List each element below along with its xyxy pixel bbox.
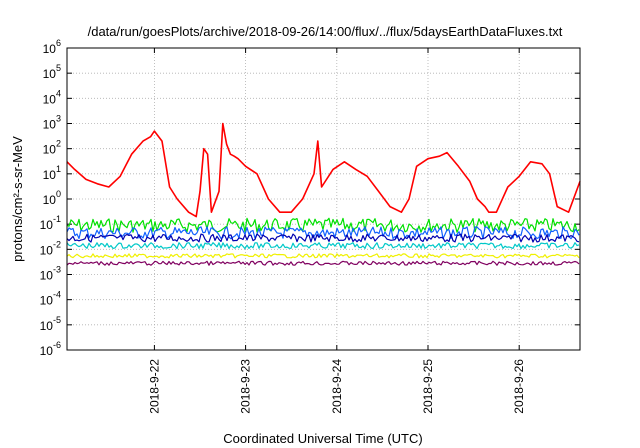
y-tick-label: 10-5 [40, 315, 61, 333]
series-line-3 [66, 226, 580, 240]
y-tick-label: 104 [43, 88, 61, 106]
grid [67, 48, 580, 350]
chart-title: /data/run/goesPlots/archive/2018-09-26/1… [88, 24, 563, 39]
series-line-5 [66, 242, 580, 250]
x-axis-label: Coordinated Universal Time (UTC) [223, 431, 422, 446]
series-group [66, 122, 581, 266]
y-tick-label: 10-3 [40, 265, 61, 283]
plot-frame [66, 47, 581, 351]
y-tick-label: 10-2 [40, 239, 61, 257]
y-axis: 10-6 10-5 10-4 10-3 10-2 10-1 100 101 102 103 104 1… [40, 38, 580, 358]
y-tick-label: 106 [43, 38, 61, 56]
x-tick-label: 2018-9-22 [147, 359, 161, 414]
y-tick-label: 10-6 [40, 340, 61, 358]
series-line-1 [66, 122, 581, 218]
x-tick-label: 2018-9-25 [421, 359, 435, 414]
y-tick-label: 101 [43, 164, 61, 182]
x-tick-label: 2018-9-26 [512, 359, 526, 414]
x-tick-label: 2018-9-23 [239, 359, 253, 414]
y-tick-label: 103 [43, 114, 61, 132]
x-axis: 2018-9-22 2018-9-23 2018-9-24 2018-9-25 2018… [147, 48, 526, 414]
y-axis-label: protons/cm²-s-sr-MeV [10, 136, 25, 262]
x-tick-label: 2018-9-24 [330, 359, 344, 414]
y-tick-label: 10-4 [40, 290, 61, 308]
series-line-6 [66, 253, 580, 259]
series-line-7 [66, 260, 580, 266]
series-line-4 [66, 233, 580, 243]
y-tick-label: 10-1 [40, 214, 61, 232]
y-tick-label: 100 [43, 189, 61, 207]
y-tick-label: 105 [43, 63, 61, 81]
y-tick-label: 102 [43, 139, 61, 157]
